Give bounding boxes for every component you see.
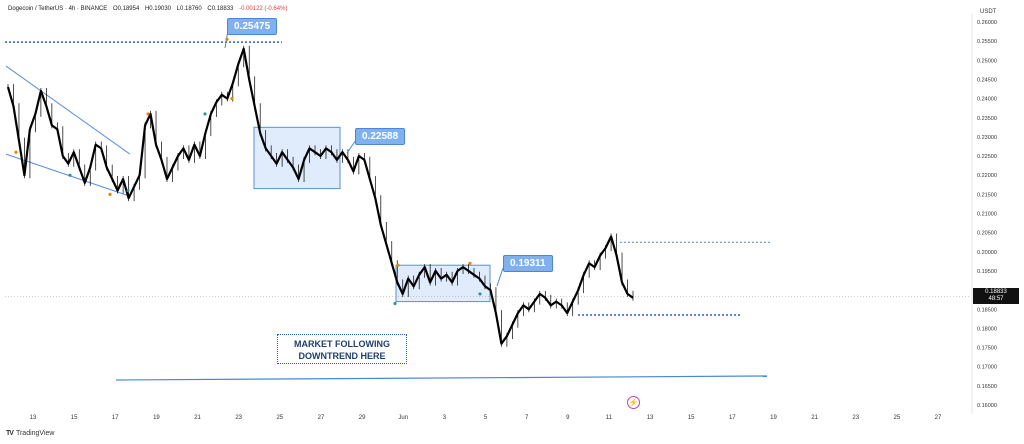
signal-dot [230,97,234,101]
callout-range-pointer [346,139,357,154]
y-tick-label: 0.23000 [977,135,997,141]
price-change: -0.00122 (-0.64%) [239,6,288,12]
y-tick-label: 0.21000 [977,212,997,218]
x-tick-label: 3 [443,415,447,421]
ohlc-open: O0.18954 [112,6,140,12]
symbol-header: Dogecoin / TetherUS · 4h · BINANCE O0.18… [8,6,291,12]
x-tick-label: 27 [935,415,942,421]
downtrend-annotation: MARKET FOLLOWING DOWNTREND HERE [277,334,407,364]
y-tick-label: 0.21500 [977,192,997,198]
x-tick-label: 25 [894,415,901,421]
y-tick-label: 0.26000 [977,20,997,26]
signal-dot [146,112,150,116]
wedge-upper-trendline [5,65,131,155]
x-tick-label: 27 [318,415,325,421]
y-tick-label: 0.25000 [977,58,997,64]
x-tick-label: 13 [647,415,654,421]
y-tick-label: 0.17000 [977,365,997,371]
y-tick-label: 0.19500 [977,269,997,275]
support-trendline [115,375,768,381]
x-tick-label: 21 [194,415,201,421]
signal-dot [468,261,472,265]
y-tick-label: 0.16500 [977,384,997,390]
x-tick-label: 9 [566,415,570,421]
callout-range-top: 0.22588 [355,128,406,145]
signal-dot [225,37,229,41]
x-tick-label: 13 [30,415,37,421]
ohlc-high: H0.19030 [144,6,171,12]
annotation-line-1: MARKET FOLLOWING [294,339,390,349]
x-tick-label: Jun [398,415,408,421]
y-tick-label: 0.24000 [977,97,997,103]
x-tick-label: 23 [852,415,859,421]
tradingview-mark-icon: TV [6,430,14,437]
callout-high: 0.25475 [227,18,278,35]
y-tick-label: 0.20500 [977,231,997,237]
x-tick-label: 5 [484,415,488,421]
price-series-line [6,47,634,345]
symbol-name[interactable]: Dogecoin / TetherUS · 4h · BINANCE [8,6,108,12]
current-price-badge: 0.18833 48:57 [973,288,1019,304]
signal-dot [478,292,482,296]
x-tick-label: 25 [276,415,283,421]
y-tick-label: 0.22000 [977,173,997,179]
x-tick-label: 15 [688,415,695,421]
y-tick-label: 0.16000 [977,403,997,409]
signal-dot [126,188,130,193]
x-tick-label: 23 [235,415,242,421]
y-tick-label: 0.25500 [977,39,997,45]
x-tick-label: 7 [525,415,529,421]
callout-breakdown-pointer [496,267,504,287]
current-price-value: 0.18833 [985,289,1007,295]
signal-dot [393,301,397,306]
y-tick-label: 0.17500 [977,346,997,352]
currency-unit[interactable]: USDT [980,9,997,15]
x-tick-label: 11 [606,415,613,421]
range-zone-lower [395,264,491,303]
annotation-line-2: DOWNTREND HERE [298,351,386,361]
x-tick-label: 15 [71,415,78,421]
x-tick-label: 19 [770,415,777,421]
signal-dot [396,263,400,267]
callout-breakdown: 0.19311 [503,255,553,272]
signal-dot [108,192,112,196]
ohlc-low: L0.18760 [176,6,202,12]
ohlc-close: C0.18833 [207,6,234,12]
signal-dot [14,150,18,154]
y-tick-label: 0.18000 [977,326,997,332]
x-tick-label: 19 [153,415,160,421]
x-tick-label: 21 [811,415,818,421]
x-tick-label: 17 [729,415,736,421]
range-zone-upper [253,126,341,190]
y-tick-label: 0.22500 [977,154,997,160]
bar-countdown: 48:57 [988,296,1004,302]
y-tick-label: 0.24500 [977,77,997,83]
x-tick-label: 29 [359,415,366,421]
x-tick-label: 17 [112,415,119,421]
tradingview-logo[interactable]: TV TradingView [6,430,54,437]
y-tick-label: 0.23500 [977,116,997,122]
lightning-icon[interactable]: ⚡ [627,396,640,409]
signal-dot [203,112,207,116]
tradingview-wordmark: TradingView [15,430,55,437]
signal-dot [68,173,72,177]
y-tick-label: 0.18500 [977,307,997,313]
y-tick-label: 0.20000 [977,250,997,256]
